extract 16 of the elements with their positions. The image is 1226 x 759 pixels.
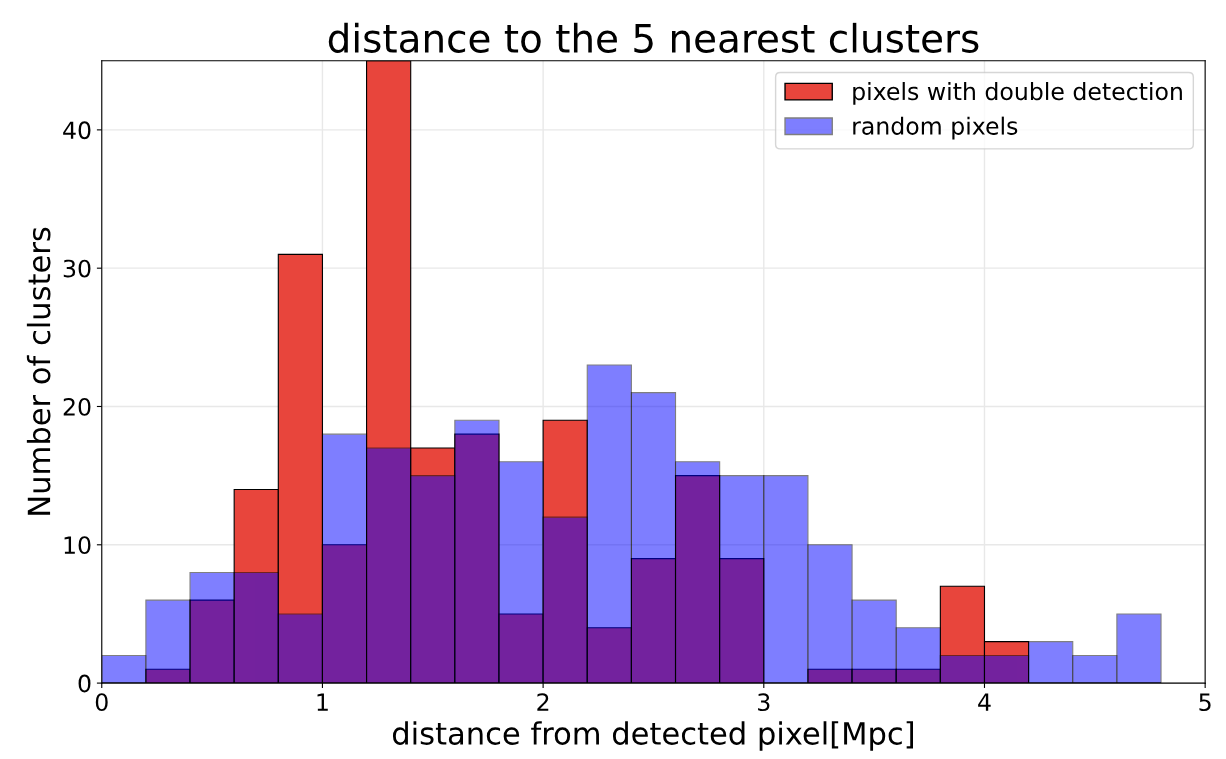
x-tick-label: 3: [758, 693, 770, 712]
x-axis-title: distance from detected pixel[Mpc]: [392, 721, 913, 751]
x-tick-label: 2: [537, 693, 549, 711]
legend-label: random pixels: [853, 116, 1018, 140]
y-tick-label: 0: [78, 674, 91, 693]
x-tick-label: 4: [978, 693, 991, 711]
x-tick-label: 1: [317, 693, 328, 711]
y-tick-label: 30: [63, 259, 91, 278]
x-tick-label: 0: [95, 693, 108, 712]
legend-label: pixels with double detection: [853, 81, 1182, 105]
y-tick-label: 40: [63, 121, 91, 140]
y-axis-title: Number of clusters: [26, 227, 51, 515]
y-tick-label: 20: [63, 397, 91, 416]
chart-title: distance to the 5 nearest clusters: [328, 22, 979, 53]
y-tick-label: 10: [64, 536, 91, 555]
x-tick-label: 5: [1199, 693, 1211, 712]
